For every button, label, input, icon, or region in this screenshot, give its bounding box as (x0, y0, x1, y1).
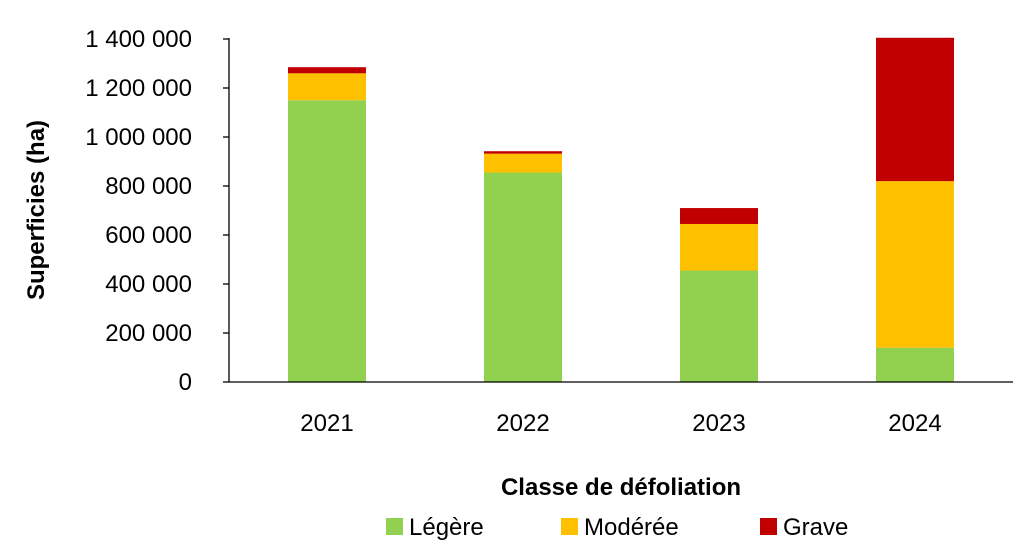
legend-label: Grave (783, 514, 848, 541)
x-tick-label: 2022 (496, 410, 549, 437)
x-axis-title: Classe de défoliation (501, 474, 741, 501)
bar-2021-3 (288, 67, 366, 74)
y-axis: 0 200 000 400 000 600 000 800 000 1 000 000 1 … (85, 26, 230, 396)
x-tick-label: 2024 (888, 410, 941, 437)
y-tick-label: 1 400 000 (85, 26, 192, 53)
bar-2024-1 (876, 347, 954, 382)
y-tick-label: 400 000 (105, 271, 192, 298)
bar-2023-2 (680, 223, 758, 271)
y-tick-label: 0 (179, 369, 192, 396)
bar-2022-1 (484, 172, 562, 382)
bar-2024-2 (876, 181, 954, 348)
bar-2023-1 (680, 270, 758, 382)
bar-2023-3 (680, 208, 758, 224)
bar-2021-2 (288, 73, 366, 101)
y-axis-title: Superficies (ha) (23, 120, 50, 300)
y-tick-label: 1 000 000 (85, 124, 192, 151)
x-tick-label: 2023 (692, 410, 745, 437)
bar-2022-2 (484, 153, 562, 173)
legend-label: Légère (409, 514, 484, 541)
legend-label: Modérée (584, 514, 679, 541)
x-tick-label: 2021 (300, 410, 353, 437)
y-tick-label: 200 000 (105, 320, 192, 347)
legend-swatch (386, 518, 403, 535)
bar-2022-3 (484, 151, 562, 154)
bars-group (288, 37, 954, 382)
legend-swatch (561, 518, 578, 535)
legend-swatch (760, 518, 777, 535)
legend: Légère Modérée Grave (386, 514, 848, 541)
x-axis: 2021 2022 2023 2024 (229, 381, 1013, 437)
bar-2024-3 (876, 37, 954, 182)
y-tick-label: 1 200 000 (85, 75, 192, 102)
y-tick-label: 600 000 (105, 222, 192, 249)
bar-2021-1 (288, 100, 366, 382)
y-tick-label: 800 000 (105, 173, 192, 200)
